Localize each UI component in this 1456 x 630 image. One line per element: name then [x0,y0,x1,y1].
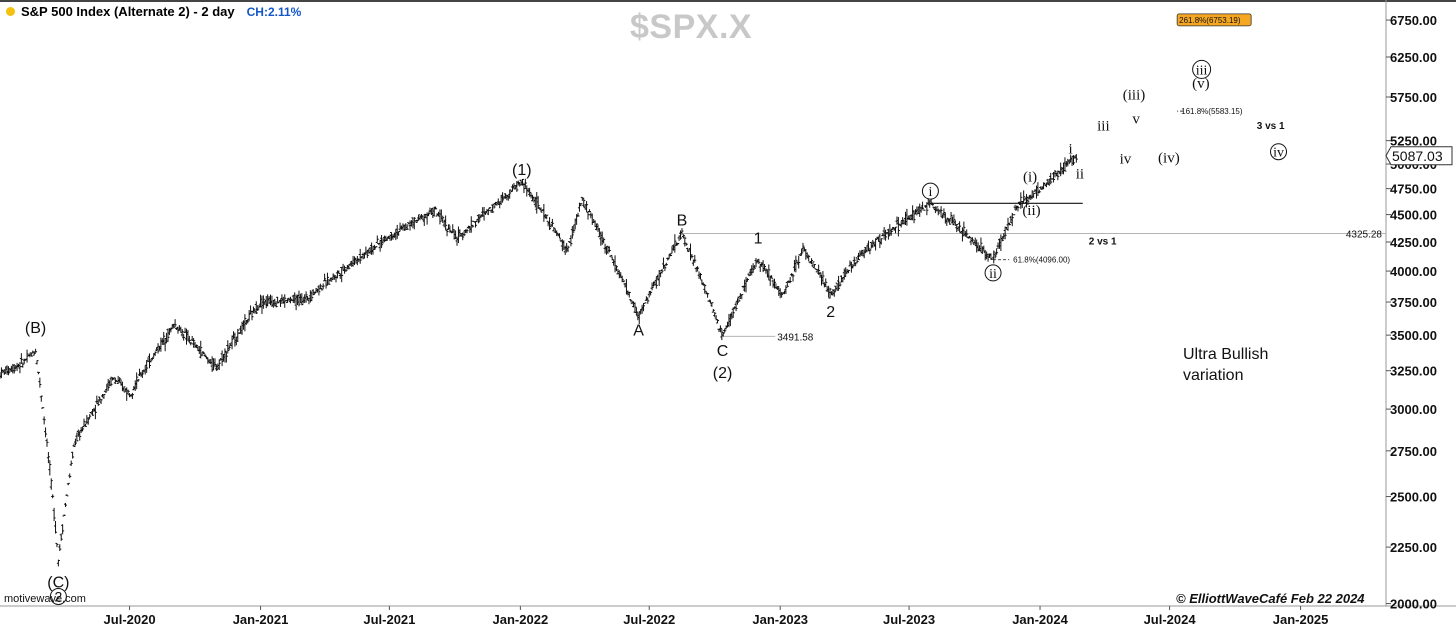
chart-header: S&P 500 Index (Alternate 2) - 2 day CH:2… [6,4,301,19]
x-tick-label: Jan-2024 [1012,612,1068,627]
y-tick-label: 3500.00 [1390,328,1437,343]
level-lines: 4325.28 2 vs 1 3491.58 61.8%(4096.00) 161.8%… [681,13,1386,343]
wave-label: (v) [1192,76,1210,92]
change-readout: CH:2.11% [246,4,302,19]
top-border [0,0,1456,2]
watermark-left: motivewave.com [4,593,86,605]
wave-label: (1) [512,162,532,179]
wave-circle [1270,143,1288,161]
fib-level-label: 261.8%(6753.19) [1179,16,1241,25]
wave-label: (i) [1023,170,1037,186]
scenario-note: Ultra Bullish variation [1183,346,1269,384]
x-tick-label: Jul-2022 [623,612,675,627]
wave-label: B [677,212,688,229]
wave-label: A [633,323,644,340]
y-tick-label: 6250.00 [1390,50,1437,65]
x-tick-label: Jan-2022 [493,612,549,627]
wave-label: 1 [754,231,763,248]
y-axis: 2000.00 2250.00 2500.00 2750.00 3000.00 3250.… [1385,13,1453,612]
wave-label: (iii) [1123,87,1146,103]
wave-label: (ii) [1022,203,1040,219]
wave-label: i [1069,141,1073,157]
wave-label: (iv) [1158,150,1180,166]
wave-label: 2 [54,588,62,604]
y-tick-label: 3250.00 [1390,364,1437,379]
wave-circle [49,587,67,605]
x-tick-label: Jul-2023 [883,612,935,627]
y-tick-label: 4000.00 [1390,264,1437,279]
wave-label: (2) [713,365,733,382]
x-tick-label: Jul-2024 [1144,612,1197,627]
wave-label: 2 [826,304,835,321]
wave-label: (C) [47,574,69,591]
wave-label: v [1132,111,1140,127]
wave-label: iii [1097,118,1110,134]
fib-level-label: 61.8%(4096.00) [1013,256,1070,265]
price-bars [0,154,1078,567]
fib-level-label: 161.8%(5583.15) [1181,107,1243,116]
level-tag: 3 vs 1 [1257,121,1285,132]
y-tick-label: 4250.00 [1390,235,1437,250]
wave-label: iii [1196,63,1208,78]
watermark-right: © ElliottWaveCafé Feb 22 2024 [1176,591,1365,606]
y-tick-label: 4750.00 [1390,182,1437,197]
y-tick-label: 3000.00 [1390,402,1437,417]
y-tick-label: 2000.00 [1390,597,1437,612]
x-tick-label: Jul-2021 [363,612,415,627]
chart-title: S&P 500 Index (Alternate 2) - 2 day [21,4,235,19]
x-tick-label: Jan-2023 [752,612,808,627]
current-price-label: 5087.03 [1392,148,1443,164]
y-tick-label: 6750.00 [1390,13,1437,28]
level-label: 4325.28 [1346,230,1383,241]
wave-label: (B) [25,320,46,337]
wave-labels: (B)(C)2(1)BAC(2)12iii(i)(ii)iiiiiiiv(iii… [25,59,1288,605]
chart-frame [0,0,1456,607]
x-tick-label: Jan-2025 [1273,612,1329,627]
x-tick-label: Jul-2020 [104,612,156,627]
fib-level-box [1176,13,1252,27]
wave-label: iv [1273,146,1284,161]
y-tick-label: 2250.00 [1390,540,1437,555]
x-tick-label: Jan-2021 [233,612,289,627]
wave-circle [921,182,939,200]
wave-label: ii [989,267,997,282]
y-tick-label: 3750.00 [1390,295,1437,310]
status-dot-icon [6,7,15,16]
y-tick-label: 5250.00 [1390,134,1437,149]
level-label: 3491.58 [777,332,814,343]
y-tick-label: 2750.00 [1390,444,1437,459]
y-tick-label: 2500.00 [1390,490,1437,505]
current-price-box [1385,146,1453,166]
wave-label: C [717,343,729,360]
wave-label: iv [1120,151,1132,167]
wave-label: i [928,185,932,200]
x-axis: Jul-2020 Jan-2021 Jul-2021 Jan-2022 Jul-2022… [104,606,1329,627]
y-tick-label: 4500.00 [1390,208,1437,223]
y-tick-label: 5750.00 [1390,90,1437,105]
level-tag: 2 vs 1 [1089,237,1117,248]
wave-circle [1192,59,1212,79]
ticker-symbol: $SPX.X [630,8,753,46]
wave-label: ii [1076,167,1084,183]
wave-circle [984,264,1002,282]
